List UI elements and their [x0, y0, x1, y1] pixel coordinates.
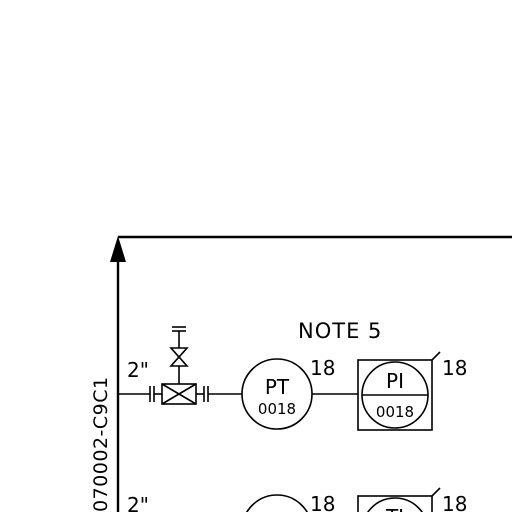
pi-tag-number: 0018 [376, 403, 414, 421]
pt-tag-number: 0018 [258, 400, 296, 418]
isolation-valve-icon [161, 383, 197, 405]
temperature-indicator: TI 18 [357, 487, 467, 512]
pt-tag-type: PT [265, 375, 290, 399]
temperature-transmitter: TT 18 [246, 492, 335, 512]
line-number-label: 070002-C9C1 [90, 376, 112, 512]
flow-arrow-icon [110, 236, 126, 262]
pressure-transmitter: PT 0018 18 [241, 356, 335, 430]
main-process-line [110, 235, 512, 512]
note-label: NOTE 5 [298, 319, 382, 343]
tt-tag-type: TT [264, 509, 290, 512]
lower-branch: 2" TT 18 TI 18 [127, 487, 467, 512]
lower-pipe-size-label: 2" [127, 493, 149, 512]
pi-tag-type: PI [386, 369, 404, 393]
ti-ref-number: 18 [442, 492, 467, 512]
pi-ref-number: 18 [442, 356, 467, 380]
pt-ref-number: 18 [310, 356, 335, 380]
vent-valve-icon [169, 326, 189, 384]
pipe-size-label: 2" [127, 358, 149, 382]
pressure-indicator: PI 0018 18 [357, 351, 467, 431]
upper-branch: 2" PT 0018 18 PI 0018 18 [118, 326, 467, 431]
ti-tag-type: TI [385, 505, 404, 512]
tt-ref-number: 18 [310, 492, 335, 512]
